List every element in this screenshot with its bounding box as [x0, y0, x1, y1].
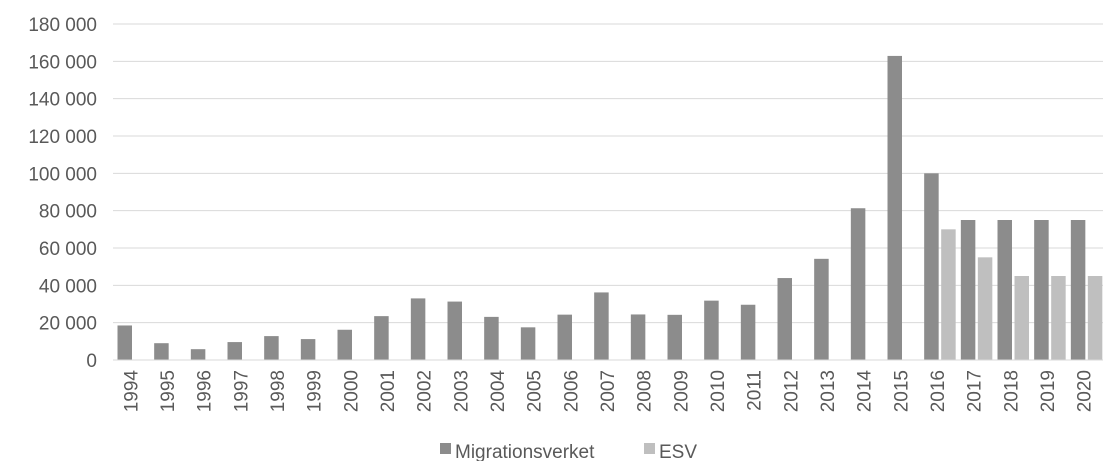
bar-migrationsverket: [1070, 220, 1086, 360]
bar-esv: [941, 229, 956, 360]
x-tick-label: 2016: [928, 370, 949, 412]
legend: Migrationsverket ESV: [440, 442, 697, 461]
y-tick-label: 0: [86, 351, 97, 372]
bar-esv: [1014, 276, 1029, 360]
bar-migrationsverket: [520, 327, 536, 360]
x-tick-label: 1997: [231, 370, 252, 412]
bar-migrationsverket: [777, 278, 792, 360]
bar-migrationsverket: [190, 349, 206, 360]
bar-migrationsverket: [887, 55, 902, 361]
x-tick-label: 1996: [195, 370, 216, 412]
y-tick-label: 180 000: [28, 15, 97, 36]
x-tick-label: 1999: [305, 370, 326, 412]
bar-migrationsverket: [814, 258, 829, 360]
bar-migrationsverket: [410, 298, 426, 360]
bar-migrationsverket: [557, 314, 572, 360]
x-tick-label: 1994: [121, 370, 142, 413]
x-tick-label: 2014: [855, 370, 876, 413]
x-tick-label: 2020: [1075, 370, 1096, 412]
x-tick-label: 2018: [1001, 370, 1022, 412]
x-tick-label: 2002: [415, 370, 436, 412]
x-tick-label: 2000: [341, 370, 362, 412]
y-tick-label: 160 000: [28, 52, 97, 73]
x-tick-label: 2015: [891, 370, 912, 412]
bar-migrationsverket: [740, 304, 756, 360]
y-tick-label: 40 000: [39, 276, 97, 297]
bar-esv: [1087, 276, 1103, 360]
legend-swatch-migrationsverket: [440, 443, 451, 454]
bar-esv: [1051, 276, 1066, 360]
bar-migrationsverket: [337, 329, 352, 360]
y-tick-label: 140 000: [28, 90, 97, 111]
gridlines: [113, 23, 1103, 324]
bar-migrationsverket: [594, 292, 609, 360]
bar-migrationsverket: [227, 342, 242, 360]
bar-migrationsverket: [667, 314, 682, 360]
legend-swatch-esv: [644, 443, 655, 454]
bar-migrationsverket: [1034, 220, 1049, 360]
x-tick-label: 2006: [561, 370, 582, 412]
y-tick-label: 20 000: [39, 314, 97, 335]
bar-migrationsverket: [630, 314, 646, 360]
legend-label-migrationsverket: Migrationsverket: [455, 442, 595, 461]
y-tick-label: 120 000: [28, 127, 97, 148]
bar-migrationsverket: [924, 173, 939, 360]
x-tick-label: 2017: [965, 370, 986, 412]
x-tick-label: 2008: [635, 370, 656, 412]
x-tick-label: 2005: [525, 370, 546, 412]
x-axis-tick-labels: 1994 1995 1996 1997 1998 1999 2000 2001 2002 2003…: [121, 370, 1095, 413]
bar-migrationsverket: [447, 301, 462, 360]
x-tick-label: 2001: [378, 370, 399, 412]
bar-migrationsverket: [484, 316, 499, 360]
bar-migrationsverket: [374, 316, 389, 360]
bar-migrationsverket: [300, 339, 316, 360]
x-tick-label: 2009: [671, 370, 692, 412]
x-tick-label: 2010: [708, 370, 729, 412]
legend-label-esv: ESV: [659, 442, 697, 461]
x-tick-label: 2004: [488, 370, 509, 413]
y-tick-label: 100 000: [28, 164, 97, 185]
bar-migrationsverket: [997, 220, 1012, 360]
y-tick-label: 80 000: [39, 202, 97, 223]
x-tick-label: 2003: [451, 370, 472, 412]
y-tick-label: 60 000: [39, 239, 97, 260]
x-tick-label: 2012: [781, 370, 802, 412]
x-tick-label: 1995: [158, 370, 179, 412]
bar-esv: [977, 257, 993, 360]
bar-migrationsverket: [960, 220, 976, 360]
bar-migrationsverket: [850, 208, 866, 360]
x-tick-label: 1998: [268, 370, 289, 412]
x-tick-label: 2007: [598, 370, 619, 412]
bar-migrationsverket: [117, 325, 132, 360]
bars: [117, 55, 1103, 361]
y-axis-tick-labels: 0 20 000 40 000 60 000 80 000 100 000 120 000 1…: [28, 15, 97, 372]
bar-migrationsverket: [264, 336, 279, 360]
bar-migrationsverket: [154, 343, 169, 360]
x-tick-label: 2019: [1038, 370, 1059, 412]
x-tick-label: 2013: [818, 370, 839, 412]
bar-migrationsverket: [704, 300, 719, 360]
x-tick-label: 2011: [745, 370, 766, 411]
